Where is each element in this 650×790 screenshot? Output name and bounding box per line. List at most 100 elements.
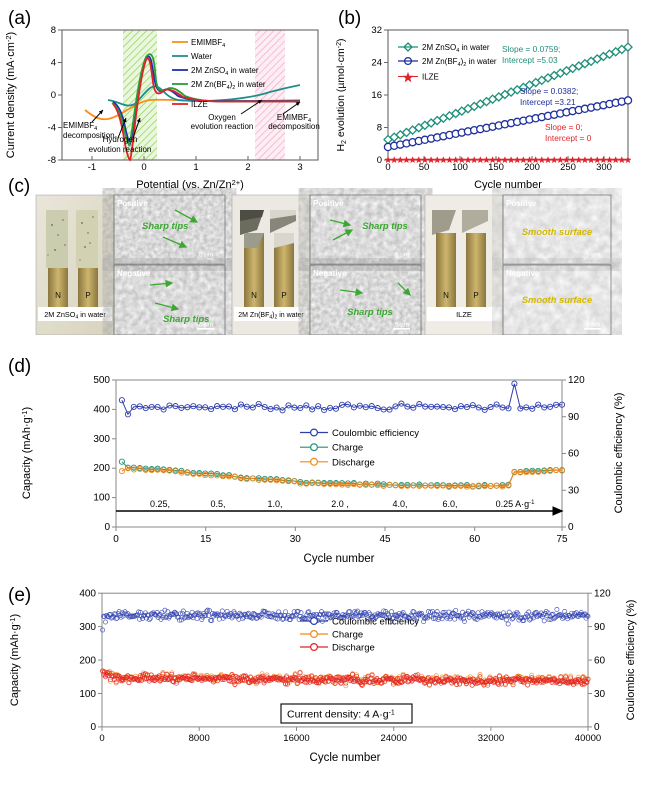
svg-text:Oxygen: Oxygen bbox=[208, 113, 236, 122]
svg-text:H2 evolution (µmol·cm-2): H2 evolution (µmol·cm-2) bbox=[335, 38, 348, 151]
svg-text:300: 300 bbox=[79, 622, 96, 633]
svg-text:24000: 24000 bbox=[380, 733, 406, 744]
svg-text:P: P bbox=[473, 291, 478, 300]
svg-text:Coulombic efficiency: Coulombic efficiency bbox=[332, 617, 419, 628]
svg-text:evolution reaction: evolution reaction bbox=[191, 122, 254, 131]
svg-text:100: 100 bbox=[93, 493, 110, 504]
svg-text:Slope = 0;: Slope = 0; bbox=[545, 122, 583, 132]
svg-text:Negative: Negative bbox=[117, 269, 151, 278]
svg-text:8000: 8000 bbox=[189, 733, 210, 744]
svg-text:Cycle number: Cycle number bbox=[304, 553, 375, 565]
svg-text:Potential (vs. Zn/Zn2+): Potential (vs. Zn/Zn2+) bbox=[136, 178, 244, 191]
svg-text:Negative: Negative bbox=[313, 269, 347, 278]
svg-text:Coulombic efficiency (%): Coulombic efficiency (%) bbox=[625, 600, 637, 721]
svg-text:ILZE: ILZE bbox=[456, 310, 472, 319]
svg-text:Slope = 0.0382;: Slope = 0.0382; bbox=[520, 86, 578, 96]
svg-text:Sharp tips: Sharp tips bbox=[362, 221, 407, 231]
svg-text:Positive: Positive bbox=[117, 199, 148, 208]
svg-text:16000: 16000 bbox=[283, 733, 309, 744]
svg-text:32000: 32000 bbox=[478, 733, 504, 744]
svg-text:N: N bbox=[55, 291, 61, 300]
svg-text:Current density (mA·cm-2): Current density (mA·cm-2) bbox=[4, 32, 17, 158]
svg-text:Current density: 4 A·g-1: Current density: 4 A·g-1 bbox=[287, 709, 395, 721]
svg-text:0: 0 bbox=[90, 722, 96, 733]
svg-text:4: 4 bbox=[51, 58, 56, 69]
svg-text:60: 60 bbox=[594, 655, 606, 666]
svg-text:(a): (a) bbox=[8, 8, 31, 29]
svg-text:Hydrogen: Hydrogen bbox=[103, 135, 138, 144]
svg-text:60: 60 bbox=[469, 534, 481, 545]
svg-text:30: 30 bbox=[594, 689, 606, 700]
svg-text:ILZE: ILZE bbox=[422, 73, 439, 82]
svg-text:Smooth surface: Smooth surface bbox=[522, 227, 592, 237]
svg-text:90: 90 bbox=[594, 622, 606, 633]
svg-text:ILZE: ILZE bbox=[191, 100, 208, 109]
svg-text:120: 120 bbox=[594, 589, 611, 600]
svg-text:100: 100 bbox=[79, 689, 96, 700]
svg-text:Intercept =3.21: Intercept =3.21 bbox=[520, 97, 576, 107]
svg-text:0: 0 bbox=[99, 733, 104, 744]
svg-text:Charge: Charge bbox=[332, 630, 363, 641]
svg-text:8: 8 bbox=[51, 25, 56, 36]
svg-text:40000: 40000 bbox=[575, 733, 601, 744]
svg-text:N: N bbox=[443, 291, 449, 300]
svg-text:2.0 ,: 2.0 , bbox=[331, 499, 349, 509]
svg-text:Intercept =5.03: Intercept =5.03 bbox=[502, 55, 558, 65]
svg-text:0: 0 bbox=[141, 162, 146, 173]
svg-text:5 µm: 5 µm bbox=[395, 252, 409, 259]
svg-text:5 µm: 5 µm bbox=[395, 322, 409, 329]
svg-text:0: 0 bbox=[104, 522, 110, 533]
svg-text:0.5,: 0.5, bbox=[210, 499, 225, 509]
svg-text:Smooth surface: Smooth surface bbox=[522, 295, 592, 305]
svg-text:0: 0 bbox=[594, 722, 600, 733]
svg-text:Positive: Positive bbox=[313, 199, 344, 208]
svg-text:-4: -4 bbox=[48, 123, 56, 134]
svg-text:EMIMBF4: EMIMBF4 bbox=[191, 38, 225, 49]
svg-text:300: 300 bbox=[93, 434, 110, 445]
svg-text:Discharge: Discharge bbox=[332, 457, 375, 468]
svg-text:P: P bbox=[85, 291, 90, 300]
svg-text:400: 400 bbox=[93, 404, 110, 415]
svg-text:6.0,: 6.0, bbox=[442, 499, 457, 509]
svg-text:Slope = 0.0759;: Slope = 0.0759; bbox=[502, 44, 560, 54]
svg-text:5 µm: 5 µm bbox=[586, 322, 600, 329]
svg-text:2M ZnSO4 in water: 2M ZnSO4 in water bbox=[191, 66, 259, 77]
svg-text:24: 24 bbox=[371, 58, 382, 69]
svg-text:Sharp tips: Sharp tips bbox=[142, 221, 188, 232]
svg-text:8: 8 bbox=[377, 123, 382, 134]
svg-text:Coulombic efficiency (%): Coulombic efficiency (%) bbox=[613, 393, 625, 514]
svg-text:45: 45 bbox=[379, 534, 391, 545]
svg-text:32: 32 bbox=[371, 25, 382, 36]
svg-text:5 µm: 5 µm bbox=[199, 252, 213, 259]
svg-text:1: 1 bbox=[193, 162, 198, 173]
svg-text:75: 75 bbox=[556, 534, 568, 545]
svg-text:Sharp tips: Sharp tips bbox=[347, 307, 392, 317]
svg-text:Negative: Negative bbox=[506, 269, 540, 278]
svg-text:Charge: Charge bbox=[332, 443, 363, 454]
svg-text:1.0,: 1.0, bbox=[267, 499, 282, 509]
svg-text:30: 30 bbox=[290, 534, 302, 545]
svg-text:200: 200 bbox=[93, 463, 110, 474]
svg-text:Intercept = 0: Intercept = 0 bbox=[545, 133, 592, 143]
svg-text:3: 3 bbox=[297, 162, 302, 173]
svg-text:Cycle number: Cycle number bbox=[310, 752, 381, 764]
svg-text:Capacity (mAh·g-1): Capacity (mAh·g-1) bbox=[8, 614, 21, 706]
svg-text:decomposition: decomposition bbox=[268, 122, 320, 131]
svg-text:5 µm: 5 µm bbox=[586, 252, 600, 259]
svg-text:N: N bbox=[251, 291, 257, 300]
svg-text:90: 90 bbox=[568, 412, 580, 423]
svg-text:2M ZnSO4 in water: 2M ZnSO4 in water bbox=[44, 310, 106, 321]
svg-text:(e): (e) bbox=[8, 585, 31, 606]
svg-text:30: 30 bbox=[568, 485, 580, 496]
svg-text:120: 120 bbox=[568, 375, 585, 386]
svg-text:5 µm: 5 µm bbox=[199, 322, 213, 329]
svg-text:Discharge: Discharge bbox=[332, 643, 375, 654]
svg-text:0: 0 bbox=[377, 155, 382, 166]
svg-text:-8: -8 bbox=[48, 155, 56, 166]
svg-text:0: 0 bbox=[568, 522, 574, 533]
svg-text:16: 16 bbox=[371, 90, 382, 101]
svg-text:Capacity (mAh·g-1): Capacity (mAh·g-1) bbox=[20, 407, 33, 499]
svg-text:15: 15 bbox=[200, 534, 212, 545]
svg-text:60: 60 bbox=[568, 449, 580, 460]
svg-text:P: P bbox=[281, 291, 286, 300]
